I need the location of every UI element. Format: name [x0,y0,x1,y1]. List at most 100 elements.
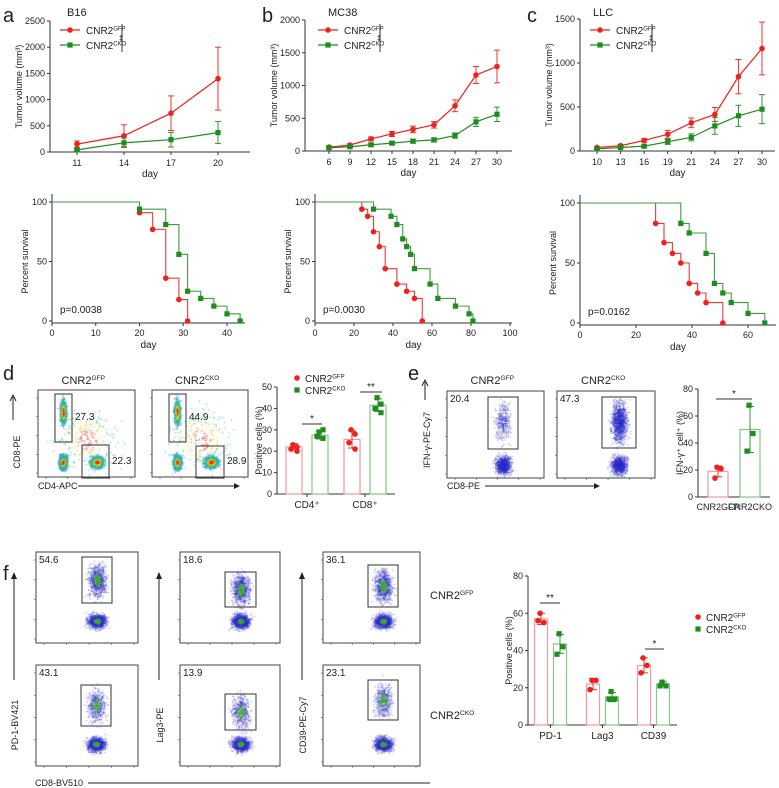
x-tick-label: 0 [49,328,54,338]
data-point [431,122,437,128]
survival-event-marker [163,222,169,228]
x-axis-label: CD8-PE [447,481,480,491]
data-point [74,147,80,153]
bar-chart [274,375,395,497]
data-point [688,134,694,140]
gate [367,564,399,608]
gate-percentage: 36.1 [326,555,346,566]
survival-event-marker [762,320,768,326]
bar-chart [695,388,770,498]
replicate-point [288,446,294,452]
significance-marker: ** [118,34,128,42]
legend-label-sup: GFP [643,27,655,33]
y-tick-label: 500 [560,102,575,112]
data-point [473,72,479,78]
gate-percentage: 18.6 [183,555,203,566]
survival-event-marker [237,318,243,324]
gate [487,396,519,450]
flow-plot-d-1 [150,389,249,479]
survival-event-marker [224,311,230,317]
x-tick-label: CD4⁺ [294,500,319,511]
flow-plot-title-base: CNR2 [471,375,501,387]
x-tick-label: 0 [577,330,582,340]
replicate-point [348,427,354,433]
replicate-point [718,465,724,472]
y-tick-label: 0 [40,147,45,157]
survival-event-marker [745,310,751,316]
axis-arrow-icon [421,378,429,400]
legend-label: CNR2CKO [86,41,127,52]
data-point [121,132,127,139]
x-axis-label: day [405,340,421,351]
gate-percentage: 23.1 [326,668,346,679]
plot-frame [322,664,421,767]
flow-plot-d-0 [36,389,136,479]
flow-plot-title-sup: CKO [205,375,219,382]
plot-frame [35,551,139,644]
survival-event-marker [370,228,377,235]
replicate-point [744,448,750,454]
data-point [735,73,742,80]
flow-plot-title: CNR2GFP [471,375,515,387]
legend-label-sup: GFP [371,27,383,33]
flow-plot-f-0-0-dots [36,552,138,643]
legend-label-base: CNR2 [344,41,372,52]
x-tick-label: 21 [686,157,696,167]
y-tick-label: 2000 [25,42,45,52]
gate-percentage: 22.3 [112,456,132,467]
flow-plot-f-1-1-dots [180,665,280,766]
x-tick-label: 11 [72,158,81,168]
y-tick-label: 1500 [280,48,300,58]
flow-plot-f-0-2-dots [323,552,420,643]
legend-marker [597,42,603,48]
survival-event-marker [162,275,169,281]
legend-marker [67,27,73,33]
survival-event-marker [466,311,472,317]
survival-event-marker [198,295,204,301]
flow-plot-f-1-2-dots [323,665,420,766]
legend-label-sup: CKO [733,626,746,632]
survival-curve-gfp [52,201,189,321]
data-point [347,144,353,150]
row-label-base: CNR2 [430,590,460,602]
flow-plot-title-base: CNR2 [62,375,92,387]
p-value: p=0.0030 [323,305,365,316]
legend-label: CNR2CKO [344,41,385,52]
replicate-point [560,644,566,650]
gate [80,684,112,727]
plot-frame [35,664,139,767]
data-point [215,75,221,82]
data-point [664,131,671,138]
survival-event-marker [703,299,709,306]
x-tick-label: 40 [388,328,398,338]
y-tick-label: 100 [32,197,47,207]
gate [54,393,73,443]
x-tick-label: CNR2CKO [728,502,772,512]
survival-event-marker [720,290,726,296]
legend-label-base: CNR2 [86,41,114,52]
replicate-point [589,677,595,684]
replicate-point [320,435,326,441]
x-tick-label: Lag3 [591,731,614,742]
legend-label-sup: CKO [113,42,126,48]
data-point [121,140,127,146]
y-tick-label: 50 [37,257,47,267]
row-label-sup: CKO [460,710,474,717]
series-line-cko [76,132,219,151]
gate [367,679,399,721]
y-axis-label: Percent survival [283,229,293,293]
legend-label-base: CNR2 [706,625,734,636]
y-tick-label: 1000 [25,95,45,105]
x-tick-label: 40 [222,328,232,338]
survival-event-marker [720,320,726,326]
legend-label-sup: CKO [332,387,345,393]
y-axis-label: IFN-γ-PE-Cy7 [422,412,432,468]
data-point [594,146,600,152]
legend-label-base: CNR2 [305,374,333,385]
flow-plot-f-0-1 [178,551,281,645]
x-tick-label: CNR2GFP [696,502,739,512]
legend-label-base: CNR2 [706,613,734,624]
gate [195,445,225,479]
legend-marker [325,27,331,33]
